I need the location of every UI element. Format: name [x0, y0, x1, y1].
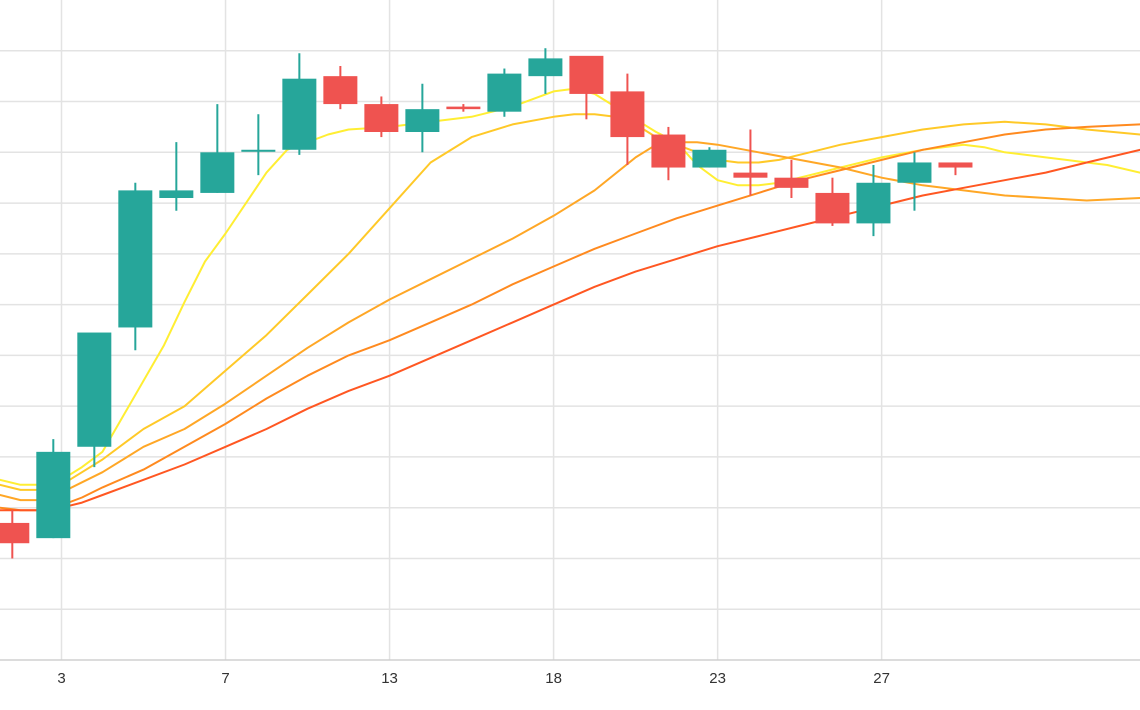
candle-down: [364, 96, 399, 138]
candle-down: [651, 126, 686, 181]
candle-body: [897, 162, 932, 183]
candle-down: [610, 73, 645, 165]
candle-up: [118, 182, 153, 351]
candle-up: [528, 48, 563, 94]
candle-body: [159, 190, 194, 198]
candle-body: [528, 58, 563, 77]
candle-body: [36, 451, 71, 539]
candle-up: [200, 104, 235, 193]
candle-body: [610, 91, 645, 138]
moving-average-line-2: [0, 113, 1140, 491]
x-tick-label: 18: [545, 670, 562, 687]
candle-body: [446, 106, 481, 110]
vertical-gridlines: [60, 0, 883, 660]
candle-body: [487, 73, 522, 112]
candle-body: [323, 76, 358, 105]
candle-body: [405, 109, 440, 132]
candle-down: [774, 159, 809, 198]
x-tick-label: 3: [57, 670, 65, 687]
candle-body: [651, 134, 686, 168]
moving-average-line-1: [0, 87, 1140, 486]
candle-body: [77, 332, 112, 447]
candle-down: [938, 162, 973, 176]
x-axis-tick-labels: 3 7 13 18 23 27: [57, 670, 890, 687]
candle-down: [569, 55, 604, 120]
candle-body: [282, 78, 317, 150]
x-tick-label: 23: [709, 670, 726, 687]
candle-body: [118, 190, 153, 328]
candle-up: [77, 332, 112, 468]
candle-body: [938, 162, 973, 168]
candle-down: [733, 129, 768, 196]
candles: [0, 48, 973, 559]
candle-down: [446, 104, 481, 112]
candle-body: [815, 192, 850, 224]
candle-down: [323, 66, 358, 110]
candle-up: [36, 439, 71, 539]
candle-body: [0, 522, 30, 544]
candle-body: [200, 152, 235, 193]
x-tick-label: 13: [381, 670, 398, 687]
candle-up: [282, 53, 317, 155]
candle-up: [405, 83, 440, 153]
candle-body: [774, 177, 809, 188]
candle-up: [856, 165, 891, 237]
candle-down: [0, 510, 30, 559]
candle-up: [487, 68, 522, 117]
moving-average-line-4: [0, 123, 1140, 512]
candle-up: [159, 142, 194, 211]
horizontal-gridlines: [0, 50, 1140, 610]
candle-up: [897, 152, 932, 211]
candle-up: [692, 147, 727, 168]
candle-body: [241, 149, 276, 152]
moving-average-line-5: [0, 148, 1140, 512]
candle-body: [733, 172, 768, 178]
candle-up: [241, 114, 276, 176]
candle-body: [692, 149, 727, 168]
candle-body: [569, 55, 604, 94]
candle-down: [815, 177, 850, 226]
candle-body: [364, 104, 399, 132]
candle-body: [856, 182, 891, 224]
x-tick-label: 27: [873, 670, 890, 687]
x-tick-label: 7: [221, 670, 229, 687]
